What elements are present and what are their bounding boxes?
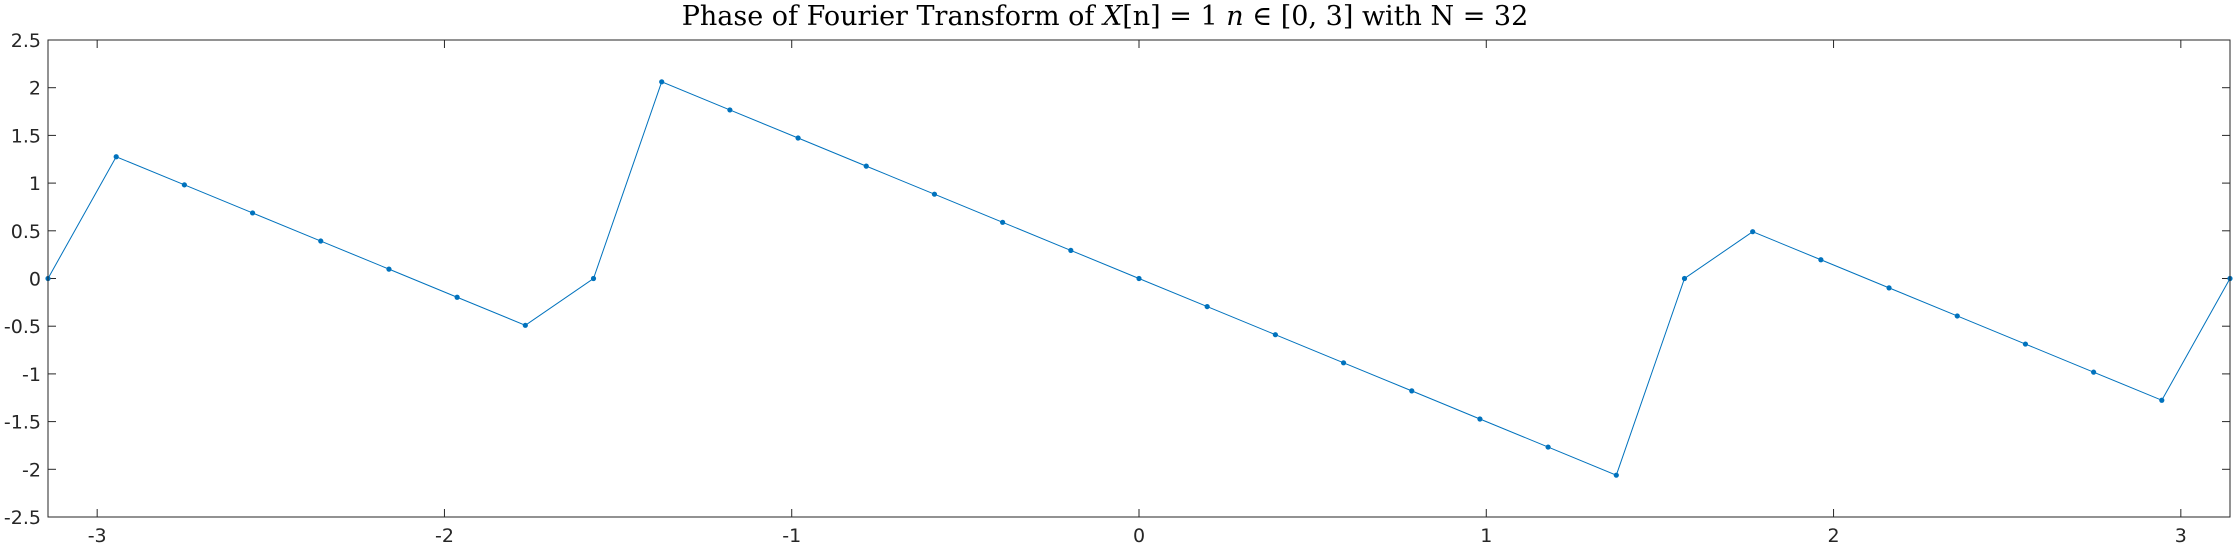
x-tick-label: -3 [88,525,107,547]
data-point [318,238,324,244]
data-point [1750,229,1756,235]
y-tick-label: 0 [29,269,41,291]
title-math-n: n [1226,1,1243,32]
data-point [522,322,528,328]
data-point [1545,444,1551,450]
y-tick-label: -1 [22,364,41,386]
data-point [386,266,392,272]
y-tick-label: -0.5 [4,316,41,338]
data-point [454,294,460,300]
title-math-x: X [1101,1,1124,32]
x-tick-label: 0 [1133,525,1145,547]
y-tick-label: 1 [29,173,41,195]
data-point [1136,275,1142,282]
data-point [181,182,187,188]
data-point [1409,388,1415,394]
data-point [1954,313,1960,319]
y-tick-label: 1.5 [11,125,41,147]
x-tick-label: 3 [2175,525,2187,547]
data-point [113,154,119,160]
y-axis-ticks: -2.5 -2 -1.5 -1 -0.5 0 0.5 1 1.5 2 2.5 [4,30,2230,529]
title-prefix: Phase of Fourier Transform of [682,1,1103,32]
y-tick-label: 2.5 [11,30,41,52]
data-point [1613,472,1619,478]
data-point [1818,257,1824,263]
y-tick-label: -2 [22,459,41,481]
y-tick-label: -2.5 [4,507,41,529]
data-point [1681,275,1688,282]
plot-area-frame [47,39,2231,518]
title-suffix: with N = 32 [1353,1,1528,32]
data-point [931,191,938,197]
data-point [727,107,733,113]
title-math-n-bracket: [n] = 1 [1122,1,1226,32]
data-point [1886,285,1892,291]
x-axis-ticks: -3 -2 -1 0 1 2 3 [88,40,2187,547]
x-tick-label: 1 [1480,525,1492,547]
data-point [590,275,597,282]
data-point [1272,332,1278,338]
data-point [1000,219,1006,225]
y-tick-label: 2 [29,78,41,100]
data-point [249,210,256,216]
x-tick-label: -1 [782,525,801,547]
x-tick-label: 2 [1828,525,1840,547]
data-point [795,135,801,141]
data-point [2159,397,2165,403]
data-point [1477,416,1483,422]
data-point [1204,303,1210,310]
title-math-in: ∈ [0, 3] [1244,1,1354,32]
series-layer [45,79,2233,478]
y-tick-label: -1.5 [4,412,41,434]
data-point [659,79,665,85]
y-tick-label: 0.5 [11,221,41,243]
data-point [1340,360,1347,366]
data-point [2091,369,2097,375]
chart-title: Phase of Fourier Transform of X[n] = 1 n… [682,1,1529,32]
data-point [2022,341,2029,347]
x-tick-label: -2 [435,525,454,547]
data-point [863,163,869,169]
data-point [1068,247,1074,254]
